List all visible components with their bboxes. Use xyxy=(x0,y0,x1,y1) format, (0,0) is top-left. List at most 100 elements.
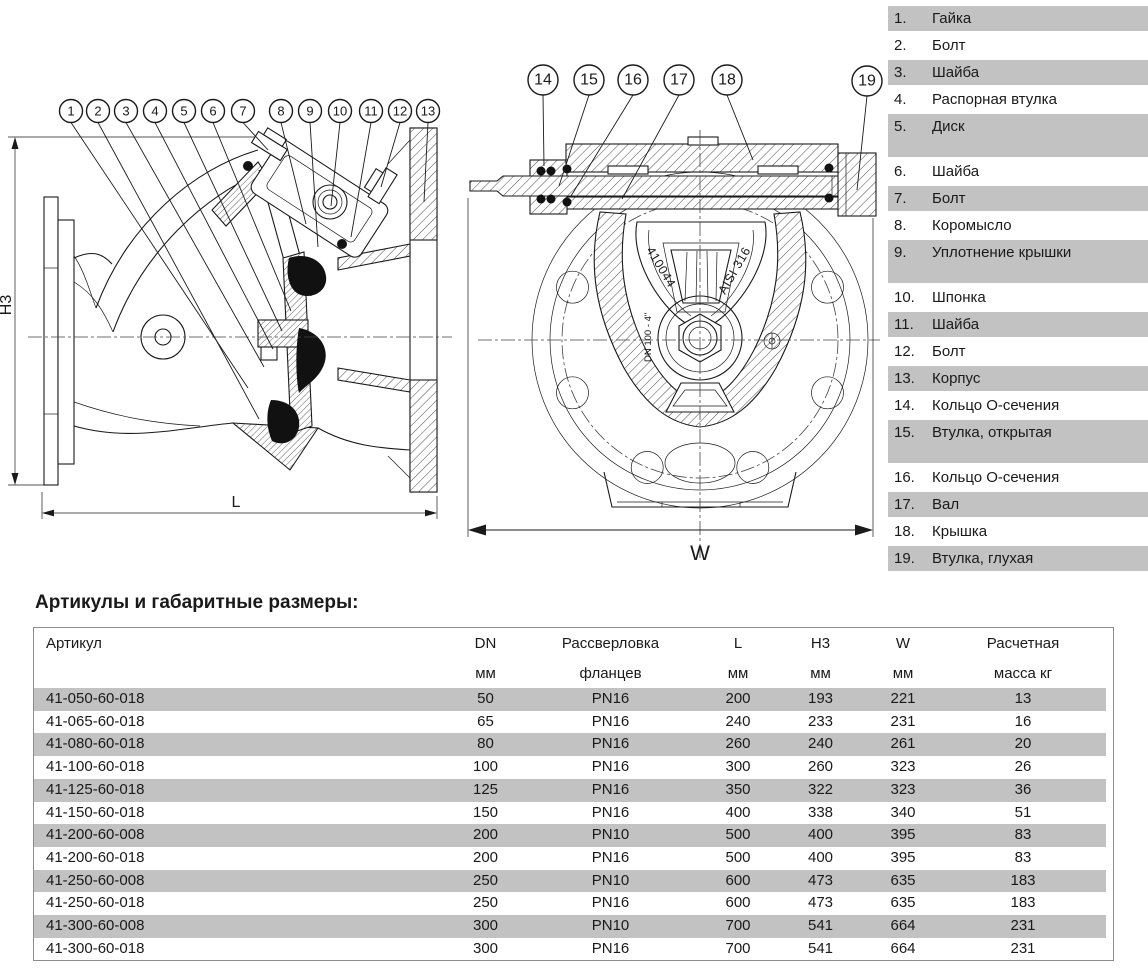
callout-number: 14 xyxy=(534,72,552,89)
table-cell: 700 xyxy=(725,939,751,957)
bonnet-assembly xyxy=(243,127,398,258)
callout-number: 1 xyxy=(67,104,74,119)
table-cell: 150 xyxy=(472,803,499,821)
table-header-cell: DN xyxy=(474,634,497,652)
dimensions-table-head: Артикул DN Рассверловка L H3 W Расчетная мм флан… xyxy=(34,628,1114,689)
callout-number: 8 xyxy=(277,104,284,119)
table-cell: 16 xyxy=(1014,712,1032,730)
part-number: 2. xyxy=(894,37,907,54)
callout-number: 11 xyxy=(364,104,378,119)
callout-number: 12 xyxy=(393,104,407,119)
table-cell: 323 xyxy=(890,758,916,776)
table-row: 41-250-60-018 250 PN16 600 473 635 183 xyxy=(34,892,1114,915)
table-cell: 200 xyxy=(450,824,521,847)
table-cell: PN16 xyxy=(591,894,630,912)
part-label: Диск xyxy=(932,118,965,135)
callout-number: 17 xyxy=(670,72,688,89)
table-cell xyxy=(1106,938,1114,961)
table-cell: 231 xyxy=(940,915,1106,938)
table-cell: 600 xyxy=(725,894,751,912)
callout-leader xyxy=(242,122,269,151)
table-cell: 635 xyxy=(890,894,916,912)
table-cell: 221 xyxy=(865,688,941,711)
part-number: 4. xyxy=(894,91,907,108)
table-header-cell: мм xyxy=(810,664,831,682)
table-cell: 83 xyxy=(1014,848,1032,866)
table-cell: 400 xyxy=(775,824,866,847)
dimension-w: W xyxy=(467,198,874,565)
callout-circle xyxy=(142,98,168,124)
table-cell: 183 xyxy=(1010,894,1036,912)
dim-w-label: W xyxy=(690,542,710,565)
table-cell: PN16 xyxy=(591,939,630,957)
callout-circle xyxy=(171,98,197,124)
left-drawing-section-view: H3 L xyxy=(0,98,452,519)
table-cell xyxy=(1106,688,1114,711)
table-cell: 193 xyxy=(775,688,866,711)
table-cell: PN10 xyxy=(520,915,701,938)
table-row: 41-200-60-008 200 PN10 500 400 395 83 xyxy=(33,824,1114,847)
table-cell: PN16 xyxy=(591,758,630,776)
table-header-cell: масса кг xyxy=(993,664,1053,682)
part-label: Втулка, открытая xyxy=(932,424,1052,441)
part-number: 7. xyxy=(894,190,907,207)
table-cell: 300 xyxy=(725,758,751,776)
right-callouts: 14 15 16 17 18 19 xyxy=(527,64,883,200)
callout-leader xyxy=(570,94,634,197)
callout-leader xyxy=(856,95,868,191)
callout-number: 4 xyxy=(151,104,158,119)
callout-leader xyxy=(558,94,590,187)
cell-article: 41-200-60-008 xyxy=(33,824,451,847)
table-cell: PN16 xyxy=(591,848,630,866)
table-cell xyxy=(1106,847,1114,870)
callout-number: 13 xyxy=(421,104,435,119)
table-cell: 340 xyxy=(890,803,916,821)
callout-circle xyxy=(85,98,111,124)
parts-list-item: 11. Шайба xyxy=(888,312,1148,337)
callout-circle xyxy=(617,64,649,96)
table-cell xyxy=(1106,802,1114,825)
table-cell: 473 xyxy=(807,894,834,912)
parts-list-item: 19. Втулка, глухая xyxy=(888,546,1148,571)
table-header-cell: Рассверловка xyxy=(561,634,660,652)
parts-list: 1. Гайка 2. Болт 3. Шайба 4. Распорная втулка 5.… xyxy=(888,6,1148,573)
table-cell: 200 xyxy=(700,688,776,711)
dimensions-section: Артикулы и габаритные размеры: Артикул DN… xyxy=(33,592,1114,962)
parts-list-item: 14. Кольцо О-сечения xyxy=(888,393,1148,418)
parts-list-item: 15. Втулка, открытая xyxy=(888,420,1148,463)
parts-list-item: 13. Корпус xyxy=(888,366,1148,391)
table-row: 41-100-60-018 100 PN16 300 260 323 26 xyxy=(34,756,1114,779)
part-label: Шайба xyxy=(932,64,980,81)
part-label: Шайба xyxy=(932,163,980,180)
parts-list-item: 6. Шайба xyxy=(888,159,1148,184)
parts-list-item: 18. Крышка xyxy=(888,519,1148,544)
callout-circle xyxy=(230,98,256,124)
table-cell: 50 xyxy=(450,688,521,711)
part-number: 14. xyxy=(894,397,915,414)
callout-circle xyxy=(663,64,695,96)
body-band xyxy=(593,211,807,428)
table-cell: 250 xyxy=(472,894,499,912)
callout-number: 16 xyxy=(624,72,642,89)
table-cell xyxy=(1106,915,1114,938)
callout-circle xyxy=(297,98,323,124)
table-cell xyxy=(1106,733,1114,756)
table-cell: 100 xyxy=(472,758,499,776)
table-header-cell: мм xyxy=(475,664,496,682)
part-number: 10. xyxy=(894,289,915,306)
part-number: 11. xyxy=(894,316,914,333)
callout-leader xyxy=(154,122,274,350)
callout-circle xyxy=(113,98,139,124)
table-cell: 664 xyxy=(865,915,941,938)
cell-article: 41-200-60-018 xyxy=(46,848,145,866)
table-header-cell: W xyxy=(895,634,911,652)
disc-assembly xyxy=(257,251,327,444)
callout-leader xyxy=(309,122,319,248)
callout-leader xyxy=(125,122,265,368)
table-cell: PN16 xyxy=(591,712,630,730)
cell-article: 41-300-60-008 xyxy=(33,915,451,938)
callout-number: 6 xyxy=(209,104,216,119)
table-cell: 125 xyxy=(450,778,521,802)
callout-circle xyxy=(527,64,559,96)
parts-list-item: 4. Распорная втулка xyxy=(888,87,1148,112)
